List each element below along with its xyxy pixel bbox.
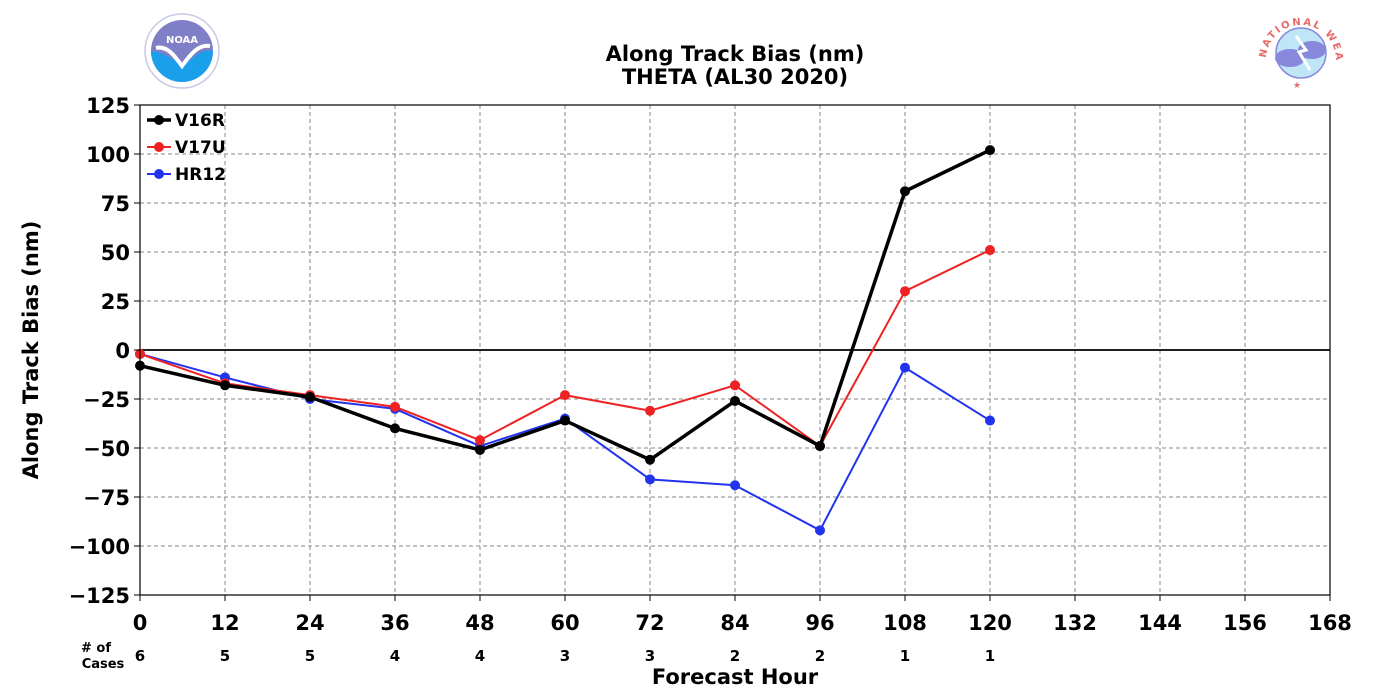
y-tick-label: 75 [101,192,130,216]
data-point [985,245,995,256]
data-point [645,474,655,485]
legend-swatch-marker [154,115,164,125]
y-tick-label: −75 [83,486,130,510]
data-point [475,435,485,446]
legend-item-hr12: HR12 [147,165,226,185]
x-tick-label: 48 [465,611,494,635]
y-tick-label: 125 [86,94,130,118]
case-count: 2 [815,647,825,665]
x-tick-label: 108 [883,611,927,635]
data-point [390,401,400,412]
data-point [645,454,655,465]
legend-label: HR12 [175,165,226,185]
x-tick-label: 168 [1308,611,1352,635]
cases-label: # of [81,641,111,656]
legend-swatch-marker [154,169,164,179]
y-tick-label: 100 [86,143,130,167]
data-point [730,395,740,406]
data-point [390,423,400,434]
x-tick-label: 60 [550,611,579,635]
legend-label: V17U [175,138,226,158]
case-count: 6 [135,647,145,665]
data-point [220,380,230,391]
y-tick-label: −100 [69,535,130,559]
x-axis-ticks: 0 12 24 36 48 60 72 84 96 108 120 132 144 156 168 [133,595,1352,635]
y-tick-label: 0 [115,339,130,363]
chart-subtitle: THETA (AL30 2020) [622,65,848,89]
x-tick-label: 84 [720,611,749,635]
data-point [900,286,910,297]
legend-item-v16r: V16R [147,111,225,131]
y-tick-label: 25 [101,290,130,314]
case-count: 5 [220,647,230,665]
data-point [730,480,740,491]
y-axis-ticks: −125 −100 −75 −50 −25 0 25 50 75 100 125 [69,94,140,608]
data-point [815,441,825,452]
case-count: 5 [305,647,315,665]
x-tick-label: 96 [805,611,834,635]
legend-item-v17u: V17U [147,138,226,158]
case-count: 4 [390,647,400,665]
legend-swatch-marker [154,142,164,152]
x-tick-label: 144 [1138,611,1182,635]
data-point [985,145,995,156]
data-point [815,525,825,536]
series-v16r [135,145,995,465]
data-point [560,415,570,426]
legend: V16R V17U HR12 [147,111,226,185]
case-count: 1 [900,647,910,665]
y-tick-label: 50 [101,241,130,265]
x-axis-label: Forecast Hour [652,665,819,689]
x-tick-label: 120 [968,611,1012,635]
noaa-logo-text: NOAA [166,35,198,46]
x-tick-label: 132 [1053,611,1097,635]
case-count: 3 [560,647,570,665]
case-count: 3 [645,647,655,665]
data-point [305,392,315,403]
x-tick-label: 156 [1223,611,1267,635]
data-point [475,444,485,455]
case-count: 1 [985,647,995,665]
star-icon: ★ [1293,81,1301,91]
data-point [985,415,995,426]
data-point [730,380,740,391]
y-axis-label: Along Track Bias (nm) [19,221,43,480]
y-tick-label: −25 [83,388,130,412]
case-count: 2 [730,647,740,665]
x-tick-label: 0 [133,611,148,635]
noaa-logo: NOAA [144,13,220,89]
x-tick-label: 72 [635,611,664,635]
data-point [560,390,570,401]
y-tick-label: −50 [83,437,130,461]
data-point [900,186,910,197]
series-layer [135,145,995,536]
legend-label: V16R [175,111,225,131]
case-count: 4 [475,647,485,665]
x-tick-label: 36 [380,611,409,635]
data-point [900,362,910,373]
y-tick-label: −125 [69,584,130,608]
x-tick-label: 24 [295,611,324,635]
data-point [645,405,655,416]
chart-title: Along Track Bias (nm) [606,42,865,66]
cases-label: Cases [82,657,125,672]
x-tick-label: 12 [210,611,239,635]
